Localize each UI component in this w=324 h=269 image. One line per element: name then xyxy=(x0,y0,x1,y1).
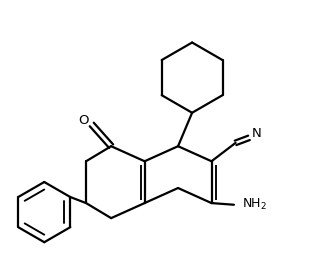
Text: N: N xyxy=(251,127,261,140)
Text: O: O xyxy=(78,114,89,127)
Text: NH$_2$: NH$_2$ xyxy=(242,197,267,212)
